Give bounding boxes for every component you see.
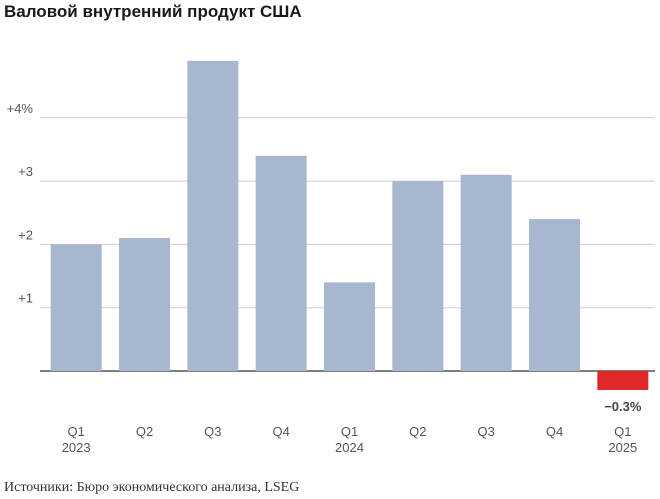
data-label: −0.3% (604, 399, 642, 414)
bar (392, 181, 444, 371)
bars (50, 60, 649, 390)
y-tick-label: +4% (7, 101, 34, 116)
x-tick-label: Q1 (67, 424, 84, 439)
x-tick-label: Q3 (477, 424, 494, 439)
x-tick-label: Q2 (409, 424, 426, 439)
bar (187, 60, 239, 372)
bar (255, 155, 307, 371)
x-tick-label: Q1 (341, 424, 358, 439)
chart-title: Валовой внутренний продукт США (4, 2, 302, 21)
bar (460, 174, 512, 371)
x-tick-label: Q4 (272, 424, 289, 439)
bar (119, 238, 170, 371)
x-tick-label: Q3 (204, 424, 221, 439)
bar (529, 219, 580, 371)
y-tick-label: +1 (18, 291, 33, 306)
x-tick-label: Q1 (614, 424, 631, 439)
source-note: Источники: Бюро экономического анализа, … (4, 480, 300, 495)
bar (324, 282, 375, 371)
x-year-label: 2023 (62, 440, 91, 455)
x-tick-label: Q2 (136, 424, 153, 439)
x-year-label: 2025 (608, 440, 637, 455)
x-tick-label: Q4 (546, 424, 563, 439)
y-tick-label: +3 (18, 164, 33, 179)
x-year-label: 2024 (335, 440, 364, 455)
bar-negative (597, 371, 649, 390)
y-tick-label: +2 (18, 227, 33, 242)
bar (50, 244, 102, 371)
